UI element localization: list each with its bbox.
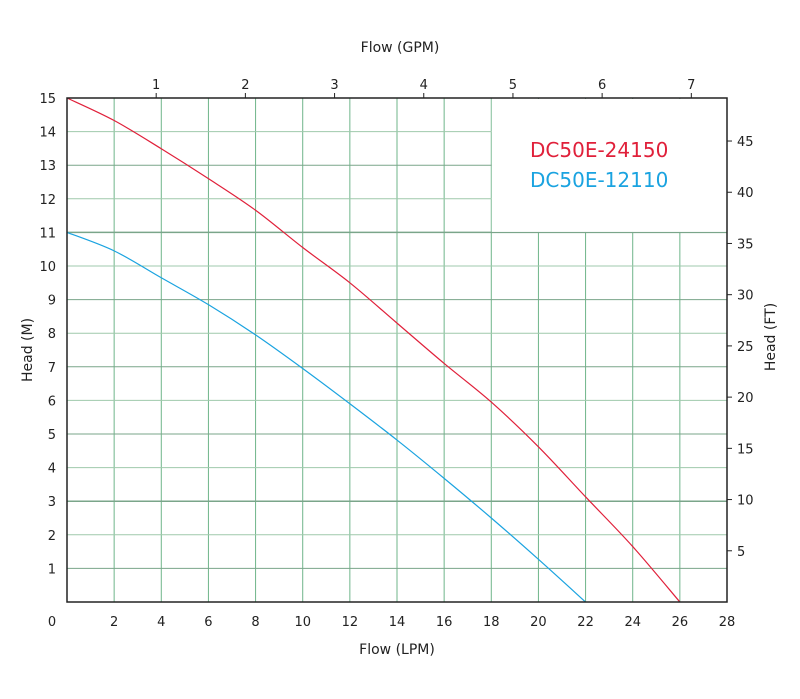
x-tick-label: 22 <box>577 615 594 630</box>
y2-tick-label: 5 <box>737 545 745 560</box>
series-line-DC50E-12110 <box>66 231 586 603</box>
y2-tick-label: 35 <box>737 237 754 252</box>
y-tick-label: 1 <box>48 562 56 577</box>
legend-entry-0: DC50E-24150 <box>530 138 668 162</box>
x-tick-label: 14 <box>389 615 406 630</box>
y-axis-title: Head (M) <box>20 318 36 382</box>
x2-tick-label: 6 <box>598 78 606 93</box>
y-tick-label: 12 <box>39 193 56 208</box>
y2-tick-label: 10 <box>737 494 754 509</box>
x-tick-label: 6 <box>204 615 212 630</box>
y-tick-label: 8 <box>48 327 56 342</box>
tick-labels: 0 2 4 6 8 10 12 14 16 18 20 22 24 26 28123456789101112… <box>39 78 753 630</box>
y-tick-label: 11 <box>39 226 56 241</box>
x-tick-label: 28 <box>719 615 736 630</box>
y-tick-label: 15 <box>39 92 56 107</box>
y2-tick-label: 40 <box>737 186 754 201</box>
series-line-DC50E-24150 <box>66 97 681 603</box>
y-tick-label: 6 <box>48 394 56 409</box>
x2-axis-title: Flow (GPM) <box>361 40 440 56</box>
x-tick-label: 2 <box>110 615 118 630</box>
y-tick-label: 3 <box>48 495 56 510</box>
x-tick-label: 20 <box>530 615 547 630</box>
x-tick-label: 10 <box>294 615 311 630</box>
y2-axis-title: Head (FT) <box>763 303 779 371</box>
y2-tick-label: 15 <box>737 442 754 457</box>
x2-tick-label: 5 <box>509 78 517 93</box>
y-tick-label: 2 <box>48 529 56 544</box>
x2-tick-label: 2 <box>241 78 249 93</box>
y-tick-label: 4 <box>48 462 56 477</box>
plot-frame <box>66 97 728 603</box>
x-tick-label: 24 <box>624 615 641 630</box>
y2-tick-label: 45 <box>737 135 754 150</box>
x-axis-title: Flow (LPM) <box>359 642 435 658</box>
x2-tick-label: 7 <box>687 78 695 93</box>
y2-tick-label: 20 <box>737 391 754 406</box>
x-tick-label: 0 <box>48 615 56 630</box>
legend-entry-1: DC50E-12110 <box>530 168 668 192</box>
x-tick-label: 12 <box>342 615 359 630</box>
x2-tick-label: 3 <box>330 78 338 93</box>
x-tick-label: 16 <box>436 615 453 630</box>
y-tick-label: 14 <box>39 126 56 141</box>
y-tick-label: 13 <box>39 159 56 174</box>
x2-tick-label: 1 <box>152 78 160 93</box>
x-tick-label: 18 <box>483 615 500 630</box>
x-tick-label: 26 <box>672 615 689 630</box>
y-tick-label: 10 <box>39 260 56 275</box>
y2-tick-label: 30 <box>737 289 754 304</box>
series-lines <box>66 97 681 603</box>
y-tick-label: 7 <box>48 361 56 376</box>
y-tick-label: 5 <box>48 428 56 443</box>
x-tick-label: 4 <box>157 615 165 630</box>
y-tick-label: 9 <box>48 294 56 309</box>
y2-tick-label: 25 <box>737 340 754 355</box>
legend-box <box>491 99 727 232</box>
axes <box>66 93 732 603</box>
x-tick-label: 8 <box>251 615 259 630</box>
x2-tick-label: 4 <box>420 78 428 93</box>
